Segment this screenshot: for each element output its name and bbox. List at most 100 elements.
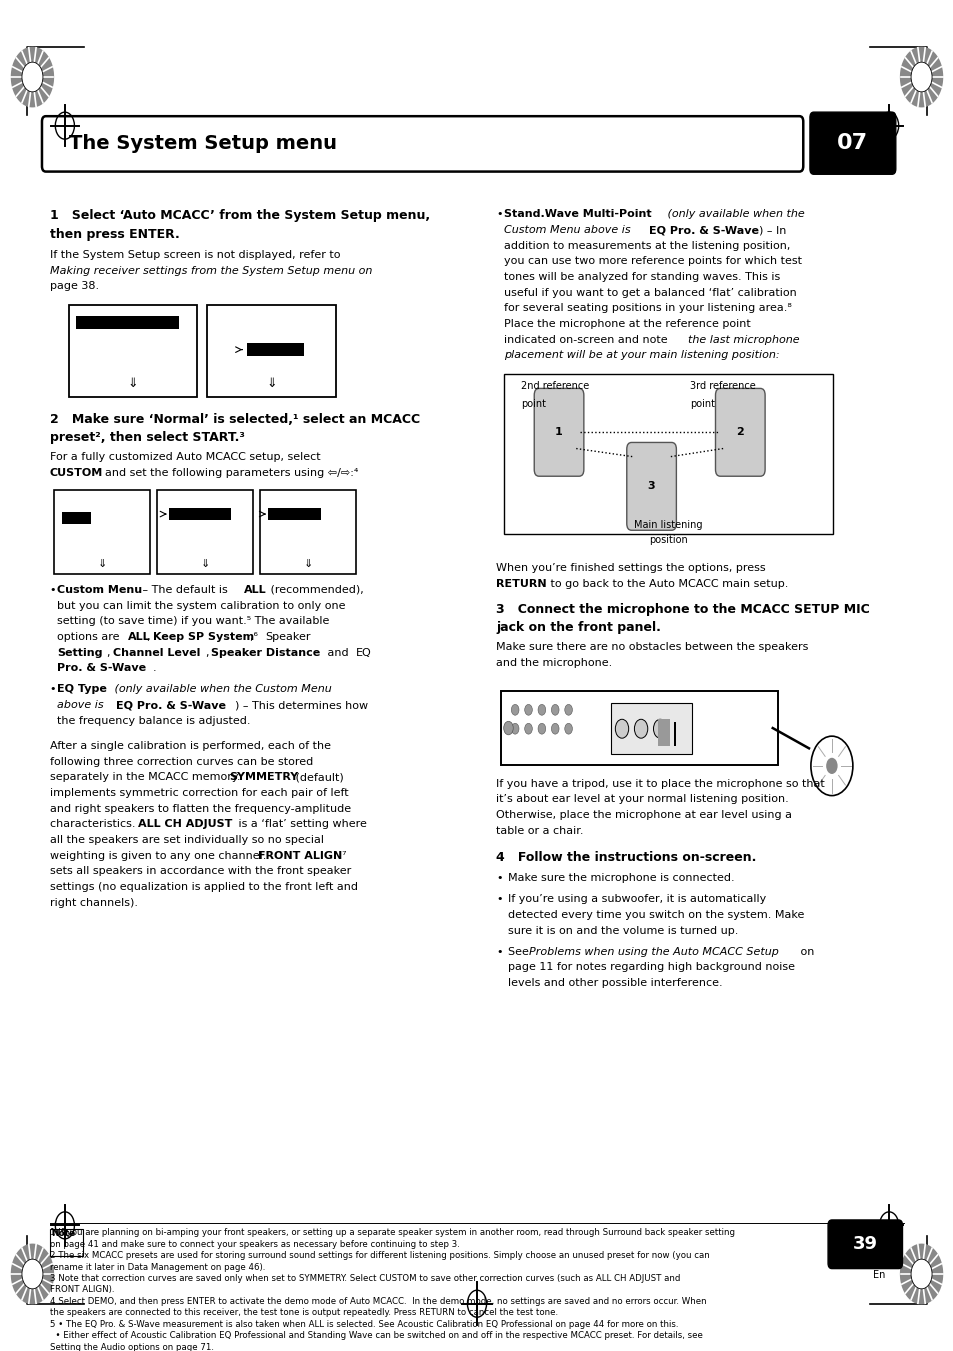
Text: on: on: [796, 947, 813, 957]
Text: characteristics.: characteristics.: [50, 819, 138, 830]
Text: it’s about ear level at your normal listening position.: it’s about ear level at your normal list…: [496, 794, 788, 804]
Circle shape: [524, 704, 532, 715]
Text: (default): (default): [292, 773, 343, 782]
Text: Main listening: Main listening: [634, 520, 701, 530]
Text: on page 41 and make sure to connect your speakers as necessary before continuing: on page 41 and make sure to connect your…: [50, 1240, 459, 1248]
Text: 07: 07: [837, 134, 867, 153]
Text: SYMMETRY: SYMMETRY: [229, 773, 298, 782]
Text: •: •: [496, 209, 502, 219]
Text: above is: above is: [57, 700, 108, 711]
Text: ,: ,: [206, 647, 213, 658]
Text: sets all speakers in accordance with the front speaker: sets all speakers in accordance with the…: [50, 866, 351, 877]
Text: ⇓: ⇓: [303, 559, 313, 569]
Circle shape: [653, 719, 666, 738]
Bar: [247, 343, 304, 357]
Text: If the System Setup screen is not displayed, refer to: If the System Setup screen is not displa…: [50, 250, 340, 259]
Text: Setting the Audio options on page 71.: Setting the Audio options on page 71.: [50, 1343, 213, 1351]
Text: FRONT ALIGN: FRONT ALIGN: [257, 851, 341, 861]
Text: EQ Type: EQ Type: [57, 685, 107, 694]
Text: all the speakers are set individually so no special: all the speakers are set individually so…: [50, 835, 323, 844]
Text: Speaker Distance: Speaker Distance: [211, 647, 320, 658]
Text: to go back to the Auto MCACC main setup.: to go back to the Auto MCACC main setup.: [546, 580, 787, 589]
Text: detected every time you switch on the system. Make: detected every time you switch on the sy…: [507, 911, 803, 920]
Bar: [610, 703, 691, 754]
Text: Make sure the microphone is connected.: Make sure the microphone is connected.: [507, 873, 734, 884]
Polygon shape: [900, 1244, 942, 1304]
Text: Custom Menu above is: Custom Menu above is: [503, 226, 633, 235]
Text: •: •: [50, 585, 56, 594]
Text: ,: ,: [107, 647, 113, 658]
Text: ⇓: ⇓: [266, 377, 276, 390]
Text: is a ‘flat’ setting where: is a ‘flat’ setting where: [234, 819, 366, 830]
Text: Speaker: Speaker: [265, 632, 311, 642]
Text: Making receiver settings from the System Setup menu on: Making receiver settings from the System…: [50, 266, 372, 276]
Circle shape: [910, 62, 931, 92]
Text: implements symmetric correction for each pair of left: implements symmetric correction for each…: [50, 788, 348, 798]
Text: weighting is given to any one channel.: weighting is given to any one channel.: [50, 851, 269, 861]
Circle shape: [551, 723, 558, 734]
Text: 2 The six MCACC presets are used for storing surround sound settings for differe: 2 The six MCACC presets are used for sto…: [50, 1251, 709, 1260]
FancyBboxPatch shape: [626, 443, 676, 531]
Bar: [260, 490, 355, 574]
FancyBboxPatch shape: [827, 1220, 902, 1269]
Text: then press ENTER.: then press ENTER.: [50, 227, 179, 240]
Text: following three correction curves can be stored: following three correction curves can be…: [50, 757, 313, 766]
Bar: [62, 512, 91, 524]
Text: (only available when the: (only available when the: [663, 209, 804, 219]
Text: the frequency balance is adjusted.: the frequency balance is adjusted.: [57, 716, 251, 725]
Text: •: •: [50, 685, 56, 694]
Text: CUSTOM: CUSTOM: [50, 467, 103, 478]
Text: the last microphone: the last microphone: [687, 335, 799, 345]
Text: settings (no equalization is applied to the front left and: settings (no equalization is applied to …: [50, 882, 357, 892]
Text: (only available when the Custom Menu: (only available when the Custom Menu: [111, 685, 331, 694]
Text: point: point: [520, 399, 545, 408]
Text: – The default is: – The default is: [139, 585, 232, 594]
Text: 2: 2: [736, 427, 743, 438]
Text: Setting: Setting: [57, 647, 103, 658]
Text: ALL: ALL: [128, 632, 151, 642]
Text: 1 If you are planning on bi-amping your front speakers, or setting up a separate: 1 If you are planning on bi-amping your …: [50, 1228, 734, 1238]
Text: ⇓: ⇓: [200, 559, 210, 569]
Polygon shape: [11, 47, 53, 107]
FancyBboxPatch shape: [809, 112, 895, 174]
Text: •: •: [496, 873, 502, 884]
Text: but you can limit the system calibration to only one: but you can limit the system calibration…: [57, 601, 345, 611]
Text: right channels).: right channels).: [50, 897, 137, 908]
Polygon shape: [11, 1244, 53, 1304]
Text: 3rd reference: 3rd reference: [689, 381, 755, 390]
Circle shape: [810, 736, 852, 796]
Text: and the microphone.: and the microphone.: [496, 658, 612, 667]
Text: Problems when using the Auto MCACC Setup: Problems when using the Auto MCACC Setup: [528, 947, 778, 957]
Text: If you’re using a subwoofer, it is automatically: If you’re using a subwoofer, it is autom…: [507, 894, 765, 904]
Text: Custom Menu: Custom Menu: [57, 585, 142, 594]
Text: ,⁶: ,⁶: [250, 632, 261, 642]
FancyBboxPatch shape: [534, 389, 583, 477]
Text: 3   Connect the microphone to the MCACC SETUP MIC: 3 Connect the microphone to the MCACC SE…: [496, 603, 869, 616]
Text: 2nd reference: 2nd reference: [520, 381, 589, 390]
Text: ⇓: ⇓: [128, 377, 138, 390]
Text: 3 Note that correction curves are saved only when set to SYMMETRY. Select CUSTOM: 3 Note that correction curves are saved …: [50, 1274, 679, 1283]
Circle shape: [503, 721, 513, 735]
Text: 3: 3: [647, 481, 655, 492]
Circle shape: [551, 704, 558, 715]
Circle shape: [825, 758, 837, 774]
Text: indicated on-screen and note: indicated on-screen and note: [503, 335, 670, 345]
Text: (recommended),: (recommended),: [267, 585, 363, 594]
Circle shape: [22, 1259, 43, 1289]
Text: The System Setup menu: The System Setup menu: [69, 134, 336, 154]
Bar: [169, 508, 231, 520]
Text: the speakers are connected to this receiver, the test tone is output repeatedly.: the speakers are connected to this recei…: [50, 1308, 558, 1317]
Text: separately in the MCACC memory.: separately in the MCACC memory.: [50, 773, 243, 782]
Text: Keep SP System: Keep SP System: [152, 632, 253, 642]
Text: tones will be analyzed for standing waves. This is: tones will be analyzed for standing wave…: [503, 272, 780, 282]
Text: position: position: [648, 535, 687, 544]
Text: 4 Select DEMO, and then press ENTER to activate the demo mode of Auto MCACC.  In: 4 Select DEMO, and then press ENTER to a…: [50, 1297, 705, 1306]
Circle shape: [910, 1259, 931, 1289]
Text: Pro. & S-Wave: Pro. & S-Wave: [57, 663, 146, 673]
Text: levels and other possible interference.: levels and other possible interference.: [507, 978, 721, 988]
Bar: [207, 305, 335, 397]
Bar: [50, 1229, 83, 1256]
Text: RETURN: RETURN: [496, 580, 546, 589]
Text: page 11 for notes regarding high background noise: page 11 for notes regarding high backgro…: [507, 962, 794, 973]
Bar: [658, 719, 669, 746]
